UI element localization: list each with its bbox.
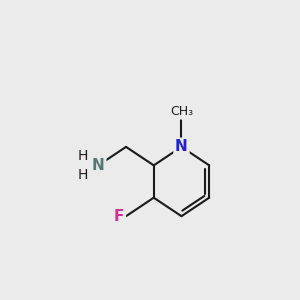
Text: H: H bbox=[78, 149, 88, 163]
Text: F: F bbox=[114, 209, 124, 224]
Text: N: N bbox=[175, 140, 188, 154]
Text: N: N bbox=[92, 158, 105, 173]
Text: CH₃: CH₃ bbox=[170, 105, 193, 118]
Text: H: H bbox=[78, 168, 88, 182]
